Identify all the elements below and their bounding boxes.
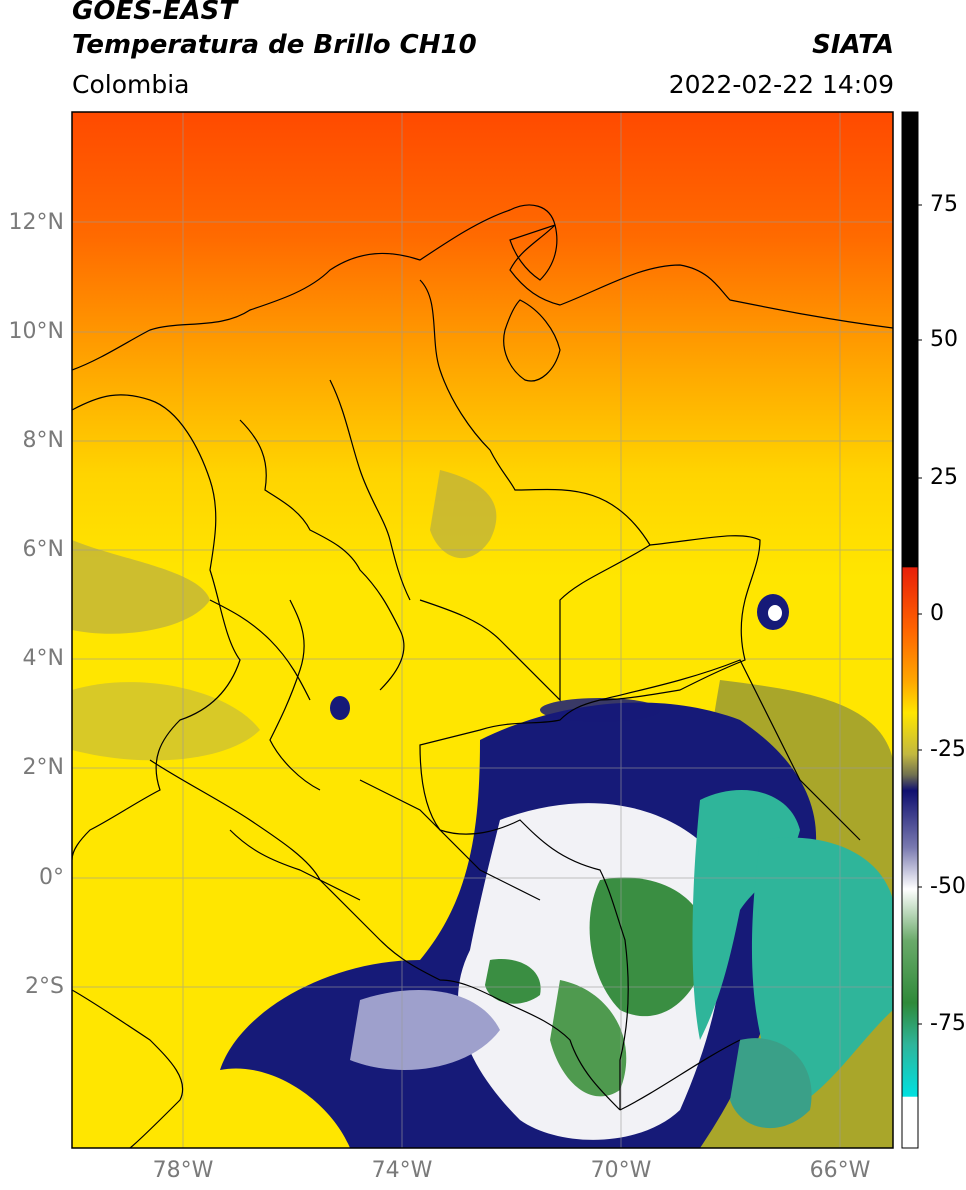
cloud-olive-west	[72, 540, 210, 634]
cloud-white-streak	[350, 990, 500, 1070]
maracaibo-lake	[503, 299, 561, 382]
map-frame	[71, 111, 894, 1149]
pacific-coast	[72, 394, 241, 861]
cloud-olive-andes	[430, 470, 497, 559]
dept-lines-7	[229, 829, 361, 901]
dept-lines-2	[329, 379, 411, 601]
lat-label-2s: 2°S	[25, 974, 64, 999]
cloud-cell-north-band	[540, 698, 660, 722]
lon-label-70w: 70°W	[590, 1158, 652, 1183]
lon-label-66w: 66°W	[809, 1158, 871, 1183]
colombia-peru-border	[319, 879, 621, 1111]
lon-label-78w: 78°W	[152, 1158, 214, 1183]
colorbar-ticks	[918, 204, 922, 1025]
colorbar-label-minus50: -50	[930, 874, 966, 899]
colombia-ecuador-border	[149, 759, 321, 881]
lat-label-0: 0°	[39, 865, 64, 890]
lat-label-10n: 10°N	[8, 319, 64, 344]
title-source: SIATA	[812, 30, 894, 60]
lat-label-4n: 4°N	[22, 646, 64, 671]
dept-lines-6	[359, 779, 541, 901]
coastlines-borders	[72, 204, 893, 1148]
map-grid	[72, 112, 893, 1148]
caribbean-coast	[72, 204, 893, 371]
dept-lines-3	[269, 599, 321, 791]
cloud-green-south	[550, 980, 627, 1097]
cloud-green-west	[485, 959, 541, 1004]
title-datetime: 2022-02-22 14:09	[668, 70, 894, 99]
colorbar-label-0: 0	[930, 601, 944, 626]
colombia-brazil-border	[419, 699, 629, 1110]
peru-brazil-border	[619, 1039, 741, 1111]
dept-lines-5	[209, 599, 311, 701]
cloud-green-center	[589, 877, 710, 1017]
dept-lines-1	[239, 419, 405, 691]
cloud-cell-venezuela-core	[768, 605, 782, 621]
colorbar-label-minus25: -25	[930, 737, 966, 762]
colombia-venezuela-border	[419, 279, 761, 701]
cloud-cell-andes	[330, 696, 350, 720]
colorbar-label-25: 25	[930, 465, 958, 490]
title-satellite: GOES-EAST	[72, 0, 238, 26]
venezuela-brazil-border	[599, 659, 861, 841]
ecuador-coast	[72, 989, 184, 1148]
colorbar-label-minus75: -75	[930, 1011, 966, 1036]
cloud-teal-far-east	[751, 837, 893, 1110]
guajira-peninsula	[509, 224, 558, 281]
lat-label-2n: 2°N	[22, 755, 64, 780]
lat-label-12n: 12°N	[8, 210, 64, 235]
cloud-teal-south	[730, 1038, 812, 1129]
lat-label-6n: 6°N	[22, 537, 64, 562]
colorbar	[901, 111, 919, 1149]
title-product: Temperatura de Brillo CH10	[72, 30, 477, 60]
lat-label-8n: 8°N	[22, 428, 64, 453]
dept-lines-4	[419, 544, 651, 702]
colorbar-label-50: 50	[930, 327, 958, 352]
lon-label-74w: 74°W	[371, 1158, 433, 1183]
title-region: Colombia	[72, 70, 190, 99]
colorbar-label-75: 75	[930, 192, 958, 217]
